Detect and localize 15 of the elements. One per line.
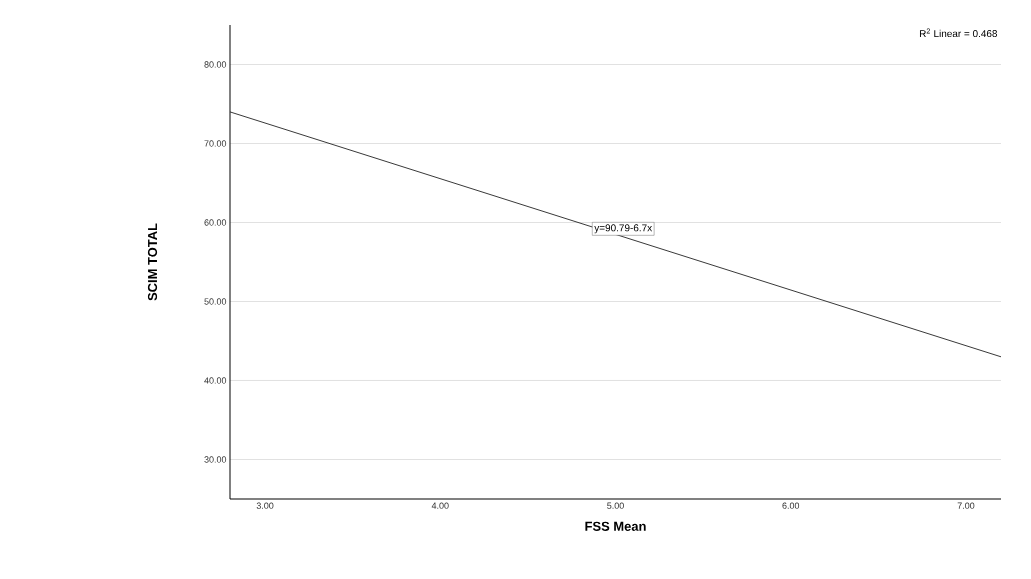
annotation: R$^{2}$ Linear = 0.468 bbox=[919, 28, 998, 38]
x-tick-label: 3.00 bbox=[256, 502, 274, 509]
x-tick-label: 7.00 bbox=[957, 502, 975, 509]
annotation: y=90.79-6.7x bbox=[594, 224, 653, 234]
x-tick-label: 4.00 bbox=[431, 502, 449, 509]
y-tick-label: 40.00 bbox=[204, 377, 227, 384]
x-axis-title: FSS Mean bbox=[585, 521, 646, 531]
y-tick-label: 80.00 bbox=[204, 61, 227, 68]
y-axis-title: SCIM TOTAL bbox=[147, 223, 158, 301]
x-tick-label: 5.00 bbox=[607, 502, 624, 509]
y-tick-label: 60.00 bbox=[204, 219, 227, 226]
y-tick-label: 70.00 bbox=[204, 140, 227, 147]
y-tick-label: 30.00 bbox=[204, 456, 227, 463]
x-tick-label: 6.00 bbox=[782, 502, 800, 509]
y-tick-label: 50.00 bbox=[204, 298, 227, 305]
